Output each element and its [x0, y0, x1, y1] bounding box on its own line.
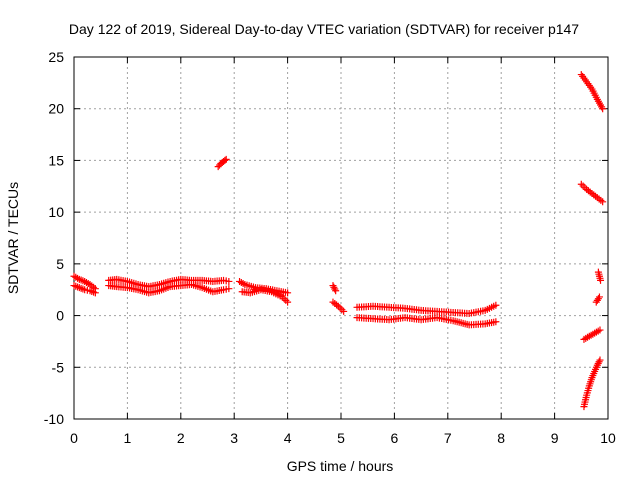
axis-frame: [73, 56, 609, 420]
y-tick-label: 25: [48, 49, 64, 65]
data-point: [492, 318, 500, 326]
y-tick-label: 5: [56, 256, 64, 272]
tick-labels: 0 1 2 3 4 5 6 7 8 9 10 -10 -5 0 5 10 15 20 25: [44, 49, 616, 446]
y-tick-label: 10: [48, 204, 64, 220]
x-tick-label: 1: [124, 430, 132, 446]
y-tick-label: 20: [48, 101, 64, 117]
y-axis-label: SDTVAR / TECUs: [5, 182, 21, 294]
x-tick-label: 4: [284, 430, 292, 446]
data-point: [222, 155, 230, 163]
data-point: [284, 298, 292, 306]
data-point: [91, 289, 99, 297]
data-point: [595, 293, 603, 301]
y-tick-label: -5: [52, 359, 65, 375]
chart-title: Day 122 of 2019, Sidereal Day-to-day VTE…: [69, 21, 579, 37]
x-tick-label: 10: [600, 430, 616, 446]
x-tick-label: 6: [391, 430, 399, 446]
y-tick-label: 15: [48, 152, 64, 168]
data-point: [331, 285, 339, 293]
data-point: [595, 358, 603, 366]
data-point: [599, 198, 607, 206]
data-point: [221, 156, 229, 164]
x-tick-label: 2: [177, 430, 185, 446]
grid-lines: [74, 57, 608, 419]
data-point: [596, 326, 604, 334]
data-point: [284, 289, 292, 297]
data-point: [599, 105, 607, 113]
x-tick-label: 3: [230, 430, 238, 446]
x-tick-label: 5: [337, 430, 345, 446]
data-point: [225, 285, 233, 293]
data-point: [340, 307, 348, 315]
y-tick-label: 0: [56, 308, 64, 324]
x-tick-label: 9: [551, 430, 559, 446]
data-point: [596, 356, 604, 364]
data-point: [594, 295, 602, 303]
data-point: [492, 301, 500, 309]
data-point: [225, 277, 233, 285]
x-tick-label: 0: [70, 430, 78, 446]
data-point: [597, 276, 605, 284]
x-axis-label: GPS time / hours: [287, 458, 394, 474]
y-tick-label: -10: [44, 411, 64, 427]
data-point: [332, 287, 340, 295]
data-points: [70, 71, 607, 411]
x-tick-label: 7: [444, 430, 452, 446]
x-tick-label: 8: [497, 430, 505, 446]
